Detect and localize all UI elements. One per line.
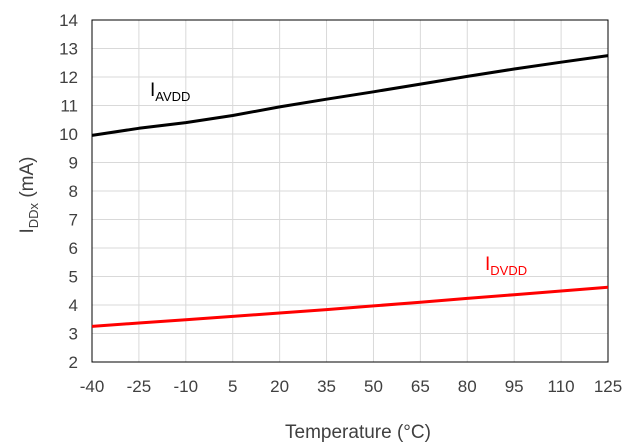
x-tick-label: -10 <box>174 377 199 396</box>
series-line-dvdd <box>91 285 609 328</box>
x-tick-label: 95 <box>505 377 524 396</box>
x-tick-label: -40 <box>80 377 105 396</box>
y-axis-title: IDDx (mA) <box>17 157 41 234</box>
x-axis-title: Temperature (°C) <box>285 422 431 443</box>
grid-lines <box>92 20 608 362</box>
x-tick-label: -25 <box>127 377 152 396</box>
x-tick-label: 50 <box>364 377 383 396</box>
x-tick-label: 35 <box>317 377 336 396</box>
x-tick-label: 125 <box>594 377 622 396</box>
y-tick-label: 3 <box>69 325 78 344</box>
y-tick-label: 13 <box>59 40 78 59</box>
y-axis-title-unit: (mA) <box>17 157 38 203</box>
y-tick-label: 4 <box>69 296 78 315</box>
y-tick-label: 2 <box>69 353 78 372</box>
y-tick-label: 14 <box>59 11 78 30</box>
series-group <box>91 54 609 328</box>
series-label-avdd-subscript: AVDD <box>155 89 190 104</box>
y-tick-label: 5 <box>69 268 78 287</box>
x-tick-label: 20 <box>270 377 289 396</box>
y-tick-label: 12 <box>59 68 78 87</box>
series-label-avdd-main: I <box>150 80 155 101</box>
x-tick-label: 5 <box>228 377 237 396</box>
x-axis-tick-labels: -40 -25 -10 5 20 35 50 65 80 95 110 125 <box>80 377 622 396</box>
y-tick-label: 10 <box>59 125 78 144</box>
series-label-avdd: IAVDD <box>150 80 190 104</box>
series-line-avdd <box>91 54 609 137</box>
y-axis-title-main: I <box>17 228 38 233</box>
series-label-dvdd-main: I <box>485 254 490 275</box>
y-tick-label: 8 <box>69 182 78 201</box>
series-label-dvdd: IDVDD <box>485 254 527 278</box>
series-label-dvdd-subscript: DVDD <box>490 263 527 278</box>
y-tick-label: 6 <box>69 239 78 258</box>
plot-area-frame <box>91 19 609 363</box>
x-tick-label: 65 <box>411 377 430 396</box>
y-tick-label: 11 <box>60 97 78 116</box>
y-tick-label: 9 <box>69 154 78 173</box>
y-axis-title-subscript: DDx <box>26 202 41 228</box>
y-axis-tick-labels: 2 3 4 5 6 7 8 9 10 11 12 13 14 <box>59 11 78 372</box>
x-tick-label: 110 <box>548 377 575 396</box>
y-tick-label: 7 <box>69 211 78 230</box>
x-tick-label: 80 <box>458 377 477 396</box>
